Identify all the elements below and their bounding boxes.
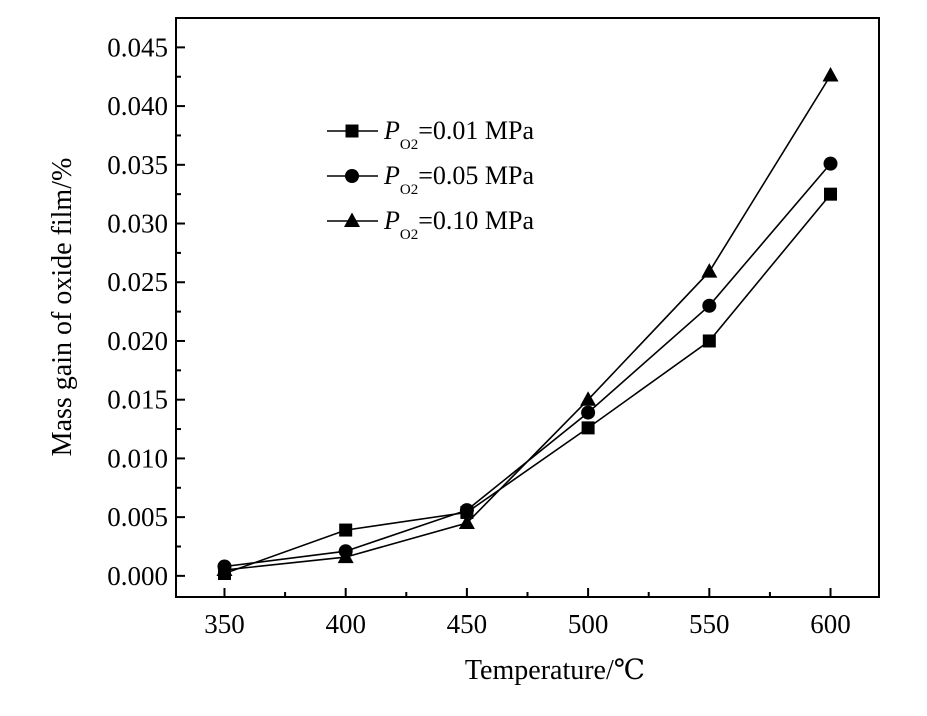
y-tick-label: 0.010 [107, 443, 168, 473]
legend-label: PO2=0.10 MPa [383, 206, 534, 243]
data-point-square [339, 523, 353, 537]
data-point-triangle [701, 263, 718, 278]
y-tick-label: 0.035 [107, 150, 168, 180]
x-axis-title: Temperature/℃ [465, 655, 645, 686]
x-tick-label: 600 [810, 609, 851, 639]
y-tick-label: 0.040 [107, 91, 168, 121]
y-tick-label: 0.020 [107, 326, 168, 356]
data-point-triangle [580, 391, 597, 406]
y-axis-title: Mass gain of oxide film/% [47, 158, 78, 457]
data-point-square [702, 334, 716, 348]
x-tick-label: 500 [568, 609, 609, 639]
data-point-square [824, 187, 838, 201]
legend-marker-circle [345, 169, 359, 183]
x-axis: 350 400 450 500 550 600 [204, 588, 851, 639]
data-point-triangle [337, 548, 354, 564]
x-tick-label: 400 [325, 609, 366, 639]
data-point-circle [702, 298, 717, 313]
y-tick-label: 0.045 [107, 32, 168, 62]
legend-label: PO2=0.05 MPa [383, 161, 534, 198]
data-point-circle [459, 503, 474, 518]
legend-marker-triangle [344, 212, 360, 227]
x-tick-label: 450 [447, 609, 488, 639]
data-point-square [581, 421, 595, 435]
data-point-circle [823, 156, 838, 171]
y-tick-label: 0.030 [107, 209, 168, 239]
x-tick-label: 350 [204, 609, 245, 639]
y-tick-label: 0.025 [107, 267, 168, 297]
series-layer [216, 67, 839, 581]
y-tick-label: 0.015 [107, 385, 168, 415]
plot-frame [175, 17, 880, 598]
data-point-triangle [822, 67, 839, 82]
legend: PO2=0.01 MPa PO2=0.05 MPa PO2=0.10 MPa [327, 116, 534, 243]
x-tick-label: 550 [689, 609, 730, 639]
y-axis: 0.000 0.005 0.010 0.015 0.020 0.025 0.030 0.035… [107, 32, 185, 591]
series-line-1 [224, 193, 832, 575]
y-tick-label: 0.005 [107, 502, 168, 532]
legend-label: PO2=0.01 MPa [383, 116, 534, 153]
series-line-3 [224, 75, 832, 571]
y-tick-label: 0.000 [107, 561, 168, 591]
data-point-triangle [458, 514, 475, 530]
legend-marker-square [345, 124, 359, 138]
data-point-circle [581, 405, 596, 420]
data-point-triangle [216, 561, 233, 576]
